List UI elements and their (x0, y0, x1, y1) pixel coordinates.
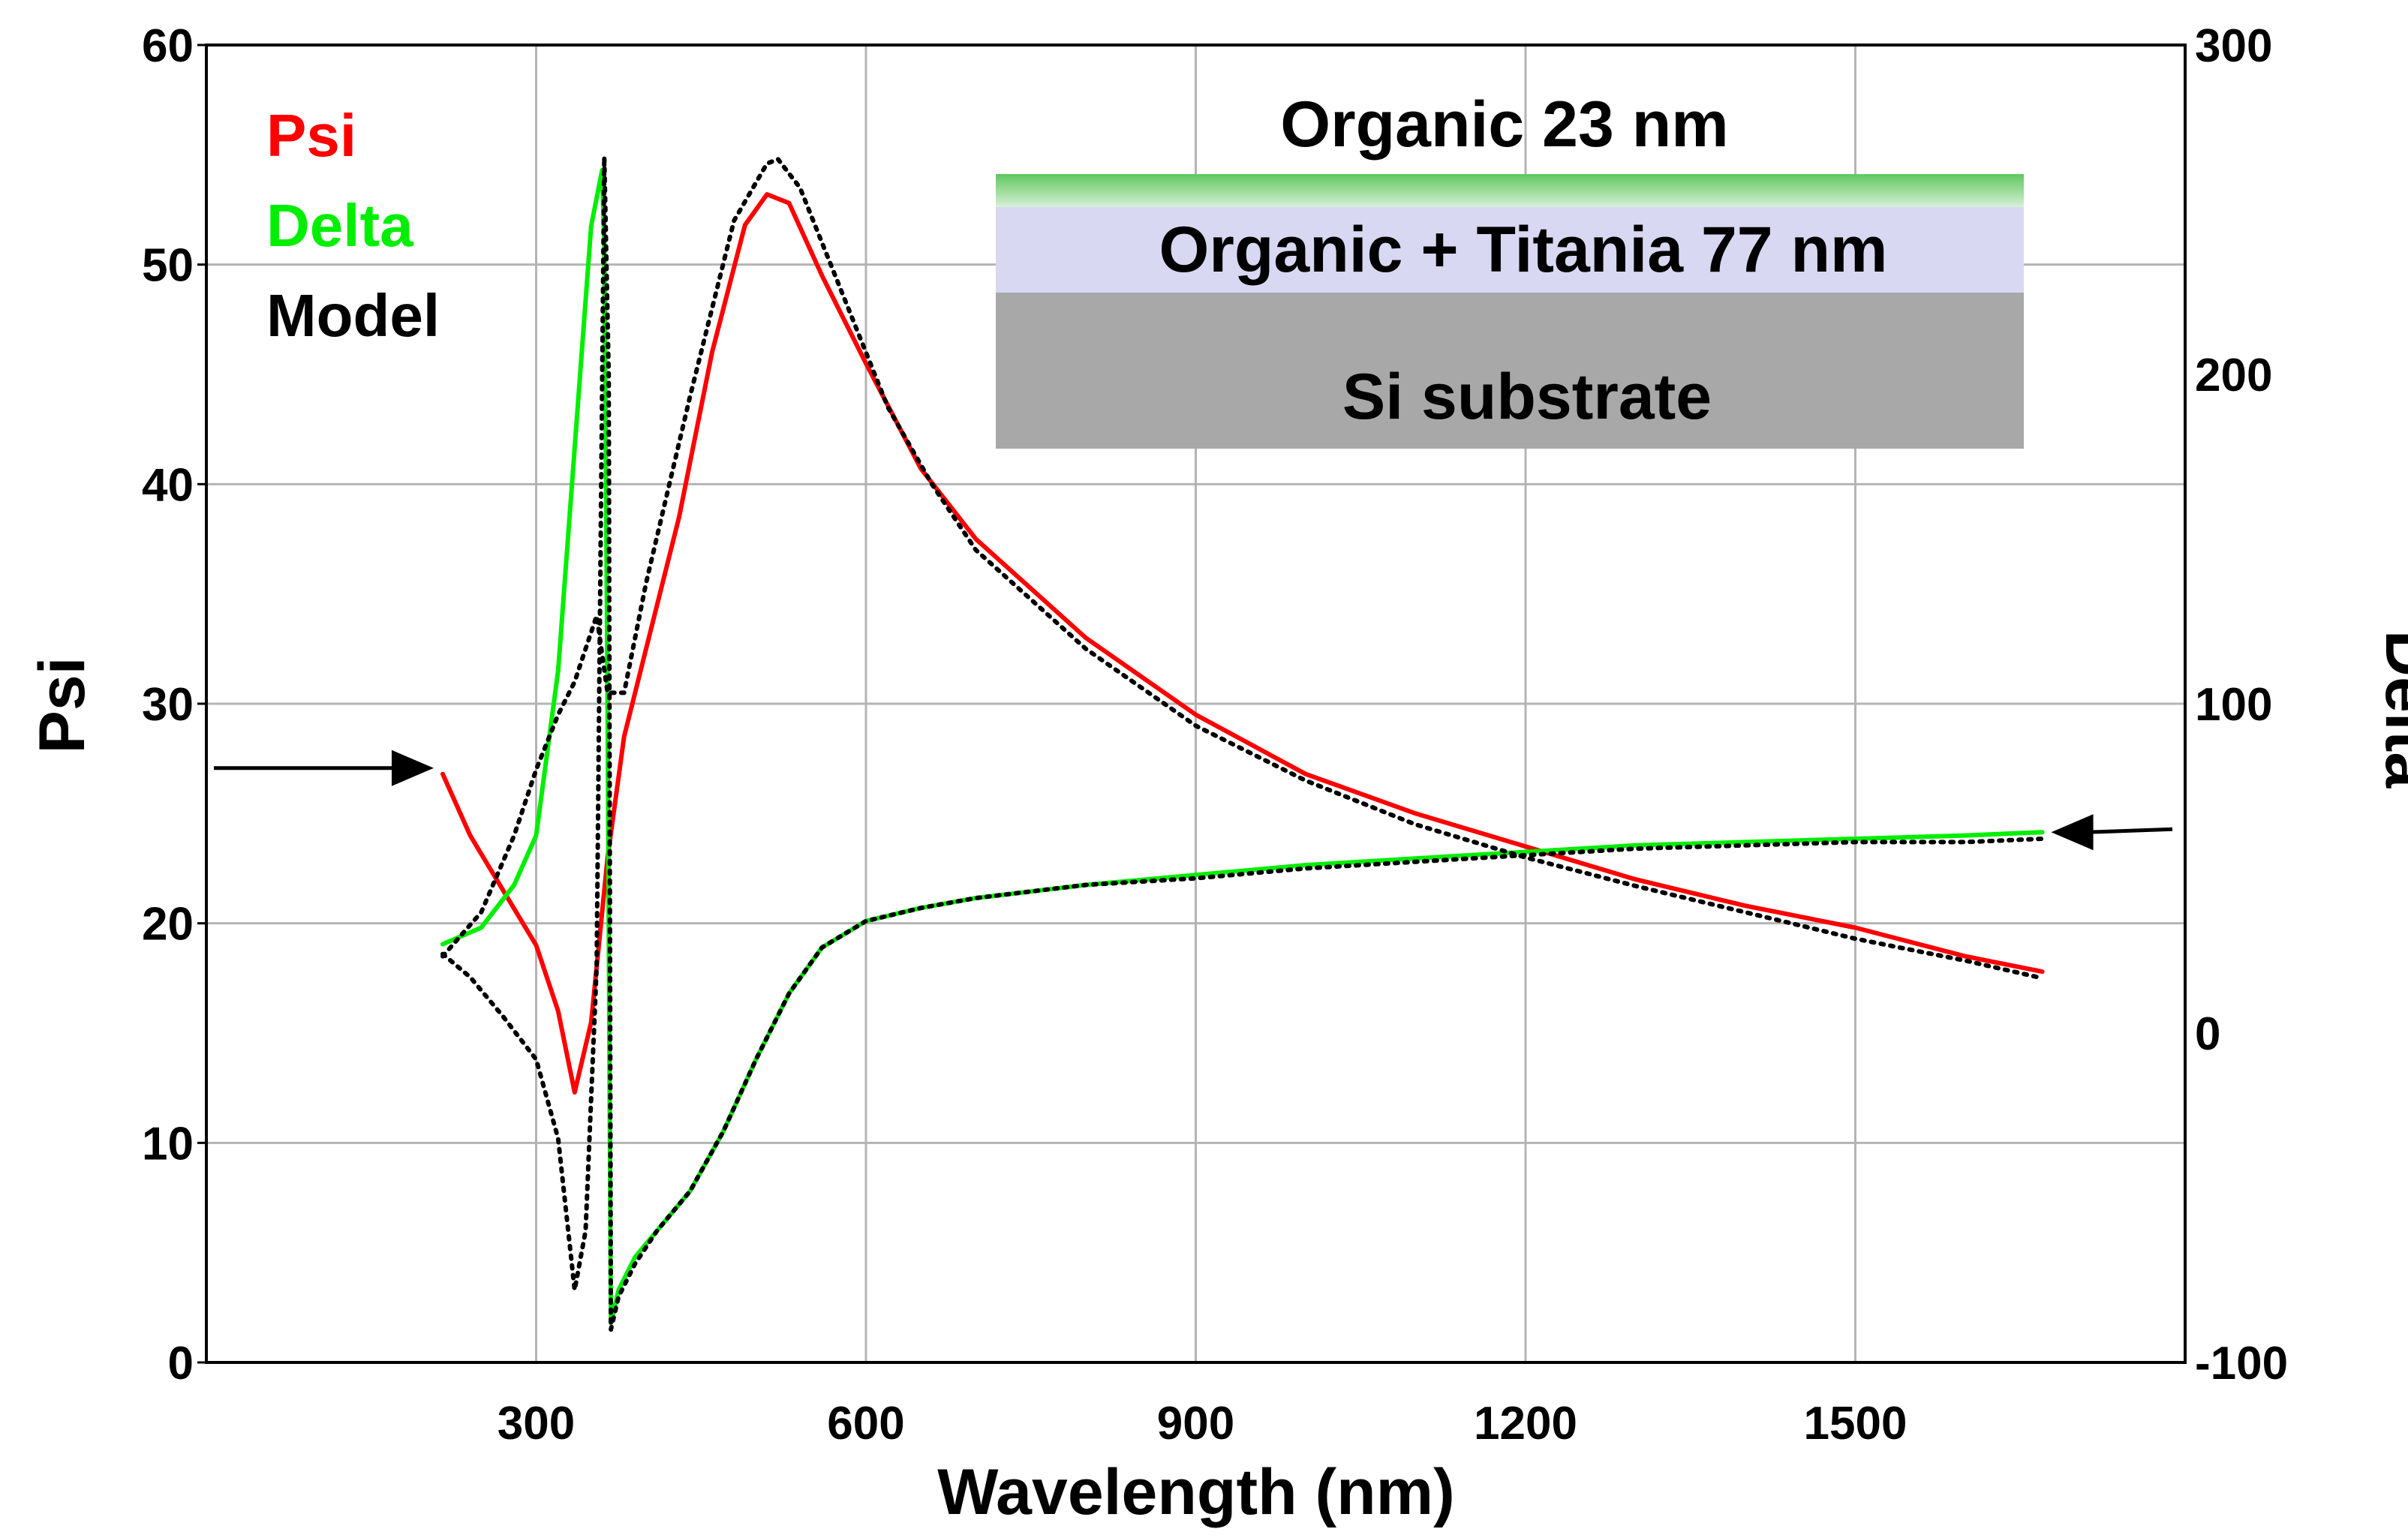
series-line-delta (440, 167, 2045, 1326)
arrow-right-shaft (2088, 827, 2173, 834)
arrow-right-head (2051, 814, 2094, 851)
organic-titania-layer (996, 207, 2024, 293)
organic-titania-label: Organic + Titania 77 nm (1159, 214, 1887, 286)
arrows (214, 749, 2173, 851)
y-tick-label: 0 (168, 1338, 194, 1389)
x-tick-label: 900 (1157, 1398, 1234, 1449)
legend-psi: Psi (266, 102, 356, 169)
y-tick-label: 50 (142, 240, 194, 292)
y-tick-label: 10 (142, 1118, 194, 1170)
legend-delta: Delta (266, 192, 413, 259)
y2-tick-label: 100 (2195, 679, 2272, 731)
si-substrate-label: Si substrate (1342, 361, 1712, 433)
y-tick-label: 30 (142, 679, 194, 731)
series-line-model-delta (440, 155, 2045, 1332)
organic-layer (996, 174, 2024, 207)
y-axis-title: Psi (26, 656, 98, 753)
y2-tick-label: 0 (2195, 1008, 2220, 1060)
series-line-psi (440, 192, 2045, 1095)
si-substrate-layer (996, 293, 2024, 449)
arrow-left-head (391, 749, 434, 786)
x-tick-label: 1500 (1804, 1398, 1907, 1449)
x-tick-label: 600 (827, 1398, 904, 1449)
y2-tick-label: -100 (2195, 1338, 2288, 1389)
series-line-model (440, 157, 2045, 981)
y2-tick-label: 200 (2195, 350, 2272, 401)
y2-tick-label: 300 (2195, 20, 2272, 72)
legend-model: Model (266, 282, 440, 349)
x-tick-label: 1200 (1474, 1398, 1577, 1449)
y2-axis-title: Delta (2372, 630, 2408, 789)
y-tick-label: 40 (142, 459, 194, 511)
y-tick-label: 60 (142, 20, 194, 72)
x-tick-label: 300 (498, 1398, 575, 1449)
series-lines (440, 155, 2045, 1332)
inset-top-label: Organic 23 nm (1280, 89, 1728, 161)
x-axis-ticks: 300 600 900 1200 1500 (498, 1398, 1907, 1449)
y2-axis-ticks: -100 0 100 200 300 (2195, 20, 2288, 1389)
layer-stack-inset: Organic 23 nm Organic + Titania 77 nm Si… (996, 89, 2024, 449)
x-axis-title: Wavelength (nm) (937, 1456, 1455, 1528)
y-axis-ticks: 0 10 20 30 40 50 60 (142, 20, 206, 1389)
y-tick-label: 20 (142, 899, 194, 951)
